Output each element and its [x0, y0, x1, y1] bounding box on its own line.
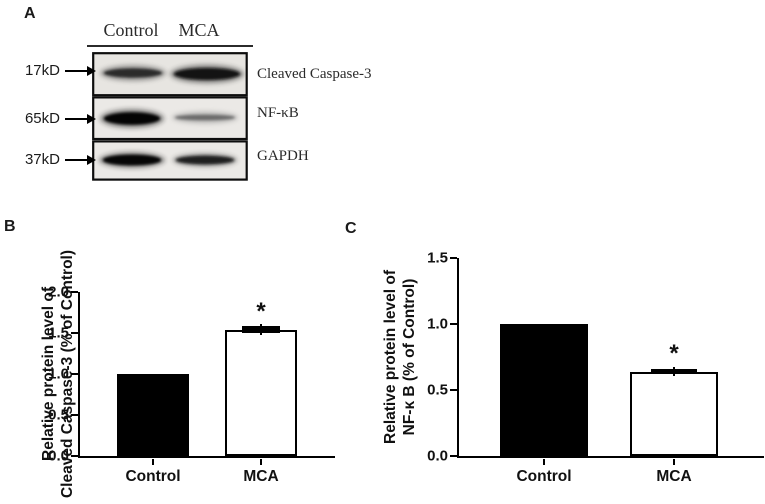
- y-axis-tick-label: 1.5: [427, 249, 448, 267]
- marker-label-37kd: 37kD: [24, 151, 60, 168]
- y-axis-tick-label: 1.5: [48, 324, 69, 342]
- y-axis-tick: [450, 389, 457, 392]
- bar-group-control: Control: [117, 292, 189, 485]
- y-axis-tick: [71, 291, 78, 293]
- bar-group-mca: * MCA: [225, 292, 297, 485]
- y-axis-tick: [450, 455, 457, 457]
- y-axis-tick: [71, 332, 78, 334]
- band-nfkb-control: [100, 109, 164, 128]
- y-axis-tick-label: 0.5: [48, 406, 69, 424]
- error-bar-stub: [673, 366, 675, 377]
- plot-area: 0.0 0.5 1.0 1.5 Control * MCA: [427, 251, 764, 485]
- y-axis-tick: [71, 373, 78, 375]
- right-arrow-icon: [65, 66, 96, 76]
- band-caspase3-control: [100, 65, 166, 81]
- y-axis-tick-label: 0.0: [427, 447, 448, 465]
- y-axis-tick-label: 1.0: [427, 315, 448, 333]
- band-gapdh-control: [99, 152, 165, 168]
- y-axis-tick-label: 0.0: [48, 447, 69, 465]
- bar-mca: [225, 329, 297, 456]
- x-axis-tick: [543, 459, 545, 465]
- bar-group-control: Control: [500, 258, 588, 485]
- right-arrow-icon: [65, 155, 96, 165]
- western-blot-image: [92, 52, 248, 181]
- x-axis-tick: [152, 459, 154, 465]
- y-axis-tick: [450, 257, 457, 259]
- blot-column-header-mca: MCA: [178, 20, 220, 40]
- protein-label-gapdh: GAPDH: [257, 148, 309, 164]
- y-axis-tick-label: 0.5: [427, 381, 448, 399]
- marker-label-17kd: 17kD: [24, 62, 60, 79]
- significance-asterisk: *: [669, 339, 679, 367]
- bar-control: [117, 374, 189, 456]
- x-axis-tick: [260, 459, 262, 465]
- x-axis-tick: [673, 459, 675, 465]
- blot-column-header-control: Control: [103, 20, 159, 40]
- marker-label-65kd: 65kD: [24, 110, 60, 127]
- bar-control: [500, 324, 588, 456]
- x-axis-category-label: MCA: [243, 468, 279, 485]
- band-caspase3-mca: [170, 64, 244, 84]
- x-axis-category-label: MCA: [656, 468, 692, 485]
- significance-asterisk: *: [256, 297, 266, 325]
- y-axis-tick-label: 2.0: [48, 283, 69, 301]
- error-bar-stub: [260, 324, 262, 335]
- band-gapdh-mca: [173, 153, 237, 167]
- y-axis-tick-label: 1.0: [48, 365, 69, 383]
- y-axis-tick: [71, 455, 78, 457]
- blot-header-underline: [87, 45, 253, 47]
- y-axis-title-line1: Relative protein level of: [382, 270, 399, 444]
- right-arrow-icon: [65, 114, 96, 124]
- y-axis-tick: [71, 414, 78, 416]
- y-axis-title: Relative protein level of NF-κ B (% of C…: [381, 207, 419, 504]
- plot-area: 0.0 0.5 1.0 1.5 2.0 Control * MCA: [48, 285, 335, 485]
- bar-group-mca: * MCA: [630, 258, 718, 485]
- panel-c-label: C: [345, 220, 357, 237]
- bar-mca: [630, 371, 718, 456]
- y-axis-tick: [450, 323, 457, 326]
- y-axis-title-line2: NF-κ B (% of Control): [401, 278, 418, 436]
- panel-b-label: B: [4, 218, 16, 235]
- x-axis-category-label: Control: [125, 468, 181, 485]
- x-axis-category-label: Control: [516, 468, 572, 485]
- protein-label-caspase3: Cleaved Caspase-3: [257, 66, 372, 82]
- panel-a-label: A: [24, 5, 36, 22]
- protein-label-nfkb: NF-κB: [257, 105, 299, 121]
- band-nfkb-mca: [172, 111, 238, 124]
